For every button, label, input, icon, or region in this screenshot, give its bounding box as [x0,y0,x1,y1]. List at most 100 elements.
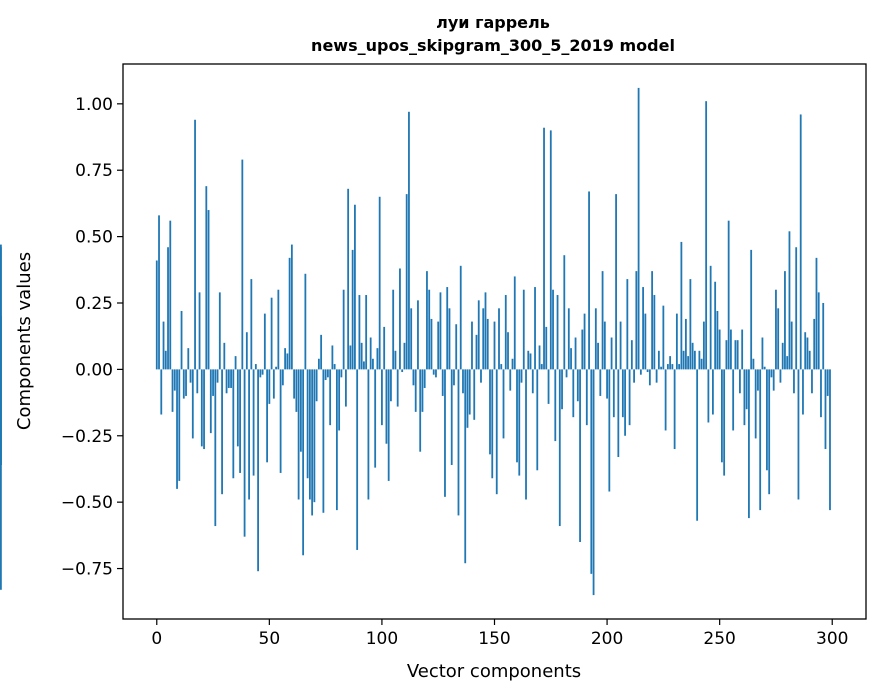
bar-component-153 [500,364,503,370]
x-tick-label: 0 [151,629,162,649]
bar-component-125 [437,321,440,370]
bar-component-229 [671,364,674,370]
bar-component-242 [700,358,703,370]
bar-component-234 [682,350,685,370]
bar-component-270 [763,366,766,370]
bar-component-221 [653,295,656,370]
bar-component-194 [592,369,595,596]
bar-component-123 [432,369,435,375]
bar-component-1 [158,215,160,370]
bar-component-108 [399,268,401,370]
bar-component-40 [245,332,248,370]
bar-component-31 [225,369,228,394]
bar-component-207 [621,369,624,418]
bar-component-138 [466,369,469,428]
bar-component-218 [646,369,649,373]
bar-component-201 [608,369,611,492]
bar-component-265 [752,358,755,370]
bar-component-68 [308,369,311,500]
bar-component-78 [331,345,334,370]
bar-component-6 [169,220,172,370]
bar-component-121 [428,289,431,370]
bar-component-29 [221,369,223,495]
bar-component-256 [732,369,735,431]
bar-component-162 [520,369,523,383]
bar-component-17 [194,119,196,370]
bar-component-90 [358,295,361,370]
bar-component-244 [705,101,708,370]
bar-component-182 [565,369,568,378]
bar-component-140 [471,321,473,370]
bar-component-264 [750,249,753,370]
bar-component-222 [655,369,658,383]
bar-component-45 [257,369,259,572]
chart-title-line2: news_upos_skipgram_300_5_2019 model [311,36,675,55]
bar-component-83 [342,289,345,370]
bar-component-238 [691,342,694,370]
bar-component-210 [628,369,631,426]
bar-component-213 [635,271,638,370]
y-tick-label: −0.75 [61,560,113,580]
x-tick-label: 300 [816,629,848,649]
bar-component-49 [266,369,268,463]
bar-component-99 [378,196,381,370]
bar-component-73 [320,334,323,370]
y-tick-label: −0.50 [61,493,113,513]
bar-component-226 [664,369,667,431]
bar-component-268 [759,369,762,511]
bar-component-88 [354,204,356,370]
bar-component-32 [227,369,230,388]
bar-component-137 [464,369,467,564]
x-tick-label: 100 [366,629,398,649]
bar-component-204 [615,194,617,370]
bar-component-91 [360,342,363,370]
x-tick-label: 250 [703,629,735,649]
bar-component-165 [527,350,530,370]
bar-component-103 [387,369,390,481]
bar-component-127 [441,369,444,396]
y-tick-label: 0.50 [75,228,113,248]
bar-component-95 [369,337,372,370]
bar-component-253 [725,340,728,370]
bar-component-48 [263,313,266,370]
bar-component-35 [234,356,237,370]
bar-component-134 [457,369,460,516]
bar-component-5 [167,247,169,370]
bar-component-81 [338,369,341,431]
bar-component-278 [781,342,784,370]
bar-component-70 [313,369,316,503]
bar-component-215 [639,369,642,375]
bar-component-undefined [0,244,2,370]
bar-component-163 [522,289,525,370]
bar-component-119 [423,369,426,388]
bar-component-66 [304,273,307,370]
bar-component-122 [430,318,433,370]
bar-component-115 [414,369,417,412]
bar-component-247 [712,369,714,415]
bar-component-155 [504,295,507,370]
bar-component-190 [583,313,586,370]
bar-component-174 [547,369,550,404]
bar-component-135 [459,265,462,370]
bar-component-170 [538,345,541,370]
bar-component-105 [392,289,395,370]
bar-component-50 [268,369,271,404]
bar-component-93 [365,295,368,370]
bar-component-251 [721,369,723,463]
y-axis-ticks: −0.75 −0.50 −0.25 0.00 0.25 0.50 0.75 1.00 [61,95,123,580]
bar-component-293 [815,257,818,370]
bar-component-171 [540,364,543,370]
bar-component-85 [347,188,350,370]
bar-component-87 [351,249,354,370]
bar-component-167 [531,369,534,394]
bar-component-184 [570,348,572,370]
bar-component-205 [617,369,620,458]
bar-component-281 [788,231,791,370]
bar-component-8 [173,369,176,391]
bar-component-252 [723,369,726,476]
bar-component-27 [216,369,219,383]
bar-component-142 [475,334,478,370]
bar-component-69 [311,369,314,516]
bar-component-285 [797,369,800,500]
